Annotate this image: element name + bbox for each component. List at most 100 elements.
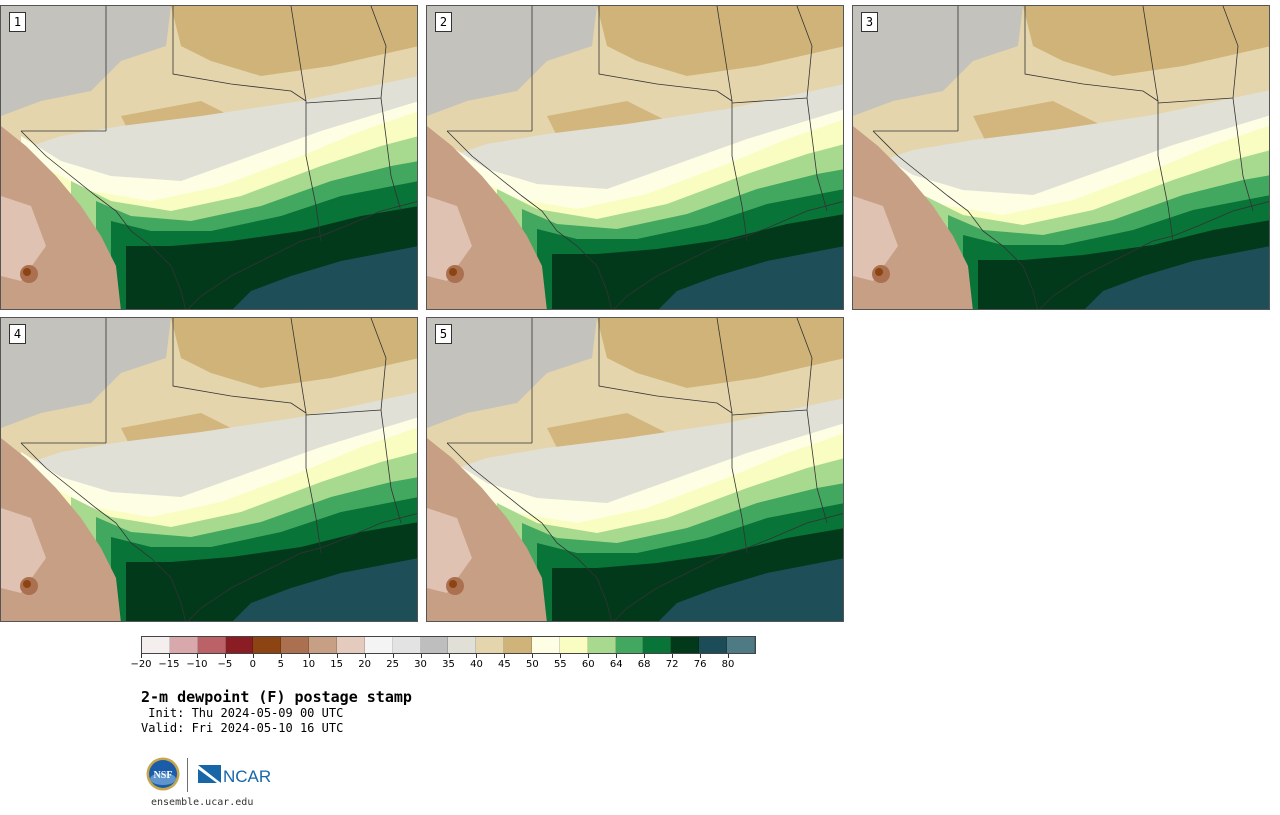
colorbar-segment	[392, 637, 421, 653]
dewpoint-map-2	[427, 6, 843, 309]
colorbar-segment	[364, 637, 393, 653]
dewpoint-map-3	[853, 6, 1269, 309]
colorbar-tick-mark	[364, 654, 366, 658]
mexico-highland-zone	[1, 196, 46, 281]
valid-time: Valid: Fri 2024-05-10 16 UTC	[141, 721, 344, 735]
state-border	[806, 97, 828, 212]
state-border	[1142, 6, 1174, 242]
state-border	[731, 6, 813, 104]
state-border	[598, 318, 733, 414]
panel-number-badge: 3	[861, 12, 878, 32]
colorbar-tick-mark	[672, 654, 674, 658]
map-panel-1: 1	[0, 5, 418, 310]
colorbar-tick-mark	[448, 654, 450, 658]
colorbar-tick-mark	[560, 654, 562, 658]
plot-title: 2-m dewpoint (F) postage stamp	[141, 688, 412, 706]
dry-northern-zone	[171, 6, 417, 76]
colorbar-segment	[559, 637, 588, 653]
high-terrain-zone	[427, 318, 597, 428]
gulf-coastline	[187, 513, 417, 621]
high-terrain-zone	[427, 6, 597, 116]
gulf-of-mexico	[659, 558, 843, 621]
colorbar-tick-label: 72	[665, 659, 679, 670]
colorbar-tick-mark	[728, 654, 730, 658]
map-panel-4: 4	[0, 317, 418, 622]
nsf-logo-text: NSF	[154, 770, 173, 781]
colorbar-tick-mark	[252, 654, 254, 658]
colorbar-tick-label: 10	[302, 659, 316, 670]
panel-number-badge: 2	[435, 12, 452, 32]
state-border	[806, 409, 828, 524]
colorbar-tick-mark	[336, 654, 338, 658]
colorbar-tick-label: 40	[470, 659, 483, 670]
colorbar-tick-mark	[644, 654, 646, 658]
colorbar-tick-mark	[168, 654, 170, 658]
colorbar-segment	[337, 637, 365, 653]
colorbar-tick-mark	[588, 654, 590, 658]
colorbar	[141, 636, 756, 654]
colorbar-tick-label: 30	[414, 659, 427, 670]
colorbar-segment	[309, 637, 338, 653]
ncar-logo-text: NCAR	[223, 767, 271, 786]
colorbar-tick-label: 0	[249, 659, 256, 670]
gulf-of-mexico	[659, 246, 843, 309]
colorbar-segment	[225, 637, 254, 653]
panel-number-badge: 5	[435, 324, 452, 344]
panel-number-badge: 1	[9, 12, 26, 32]
colorbar-tick-mark	[392, 654, 394, 658]
mexico-highland-zone	[427, 508, 472, 593]
colorbar-tick-label: 20	[358, 659, 371, 670]
colorbar-segment	[197, 637, 226, 653]
rio-grande-border	[872, 130, 1038, 309]
colorbar-tick-mark	[504, 654, 506, 658]
colorbar-tick-label: 60	[581, 659, 595, 670]
colorbar-tick-label: −10	[186, 659, 208, 670]
colorbar-tick-label: −5	[217, 659, 233, 670]
colorbar-segment	[281, 637, 310, 653]
state-border	[172, 6, 307, 102]
rio-grande-border	[446, 130, 612, 309]
dry-northern-zone	[171, 318, 417, 388]
rio-grande-border	[446, 442, 612, 621]
colorbar-tick-mark	[532, 654, 534, 658]
colorbar-tick-mark	[280, 654, 282, 658]
map-panel-3: 3	[852, 5, 1270, 310]
colorbar-segment	[253, 637, 282, 653]
state-border	[380, 409, 402, 524]
colorbar-tick-mark	[476, 654, 478, 658]
colorbar-tick-label: 76	[693, 659, 707, 670]
dry-northern-zone	[1023, 6, 1269, 76]
dry-northern-zone	[597, 6, 843, 76]
dewpoint-map-1	[1, 6, 417, 309]
gulf-coastline	[1039, 201, 1269, 309]
site-url: ensemble.ucar.edu	[151, 797, 254, 808]
ncar-logo-icon: NCAR	[198, 765, 271, 786]
mexico-highland-zone	[1, 508, 46, 593]
state-border	[305, 6, 387, 104]
colorbar-tick-label: 55	[553, 659, 567, 670]
mexico-highland-zone	[427, 196, 472, 281]
state-border	[731, 318, 813, 416]
colorbar-tick-label: −20	[130, 659, 152, 670]
colorbar-tick-label: 35	[442, 659, 455, 670]
state-border	[172, 318, 307, 414]
colorbar-segment	[169, 637, 198, 653]
gulf-of-mexico	[1085, 246, 1269, 309]
colorbar-segment	[727, 637, 755, 653]
colorbar-tick-label: 15	[330, 659, 344, 670]
colorbar-tick-mark	[308, 654, 310, 658]
colorbar-segment	[671, 637, 700, 653]
colorbar-segment	[420, 637, 449, 653]
state-border	[598, 6, 733, 102]
state-border	[716, 6, 748, 242]
state-border	[305, 318, 387, 416]
colorbar-tick-label: 25	[386, 659, 399, 670]
colorbar-segment	[532, 637, 560, 653]
dry-northern-zone	[597, 318, 843, 388]
dewpoint-map-4	[1, 318, 417, 621]
state-border	[290, 6, 322, 242]
colorbar-tick-mark	[420, 654, 422, 658]
dewpoint-map-5	[427, 318, 843, 621]
colorbar-tick-mark	[616, 654, 618, 658]
colorbar-segment	[699, 637, 728, 653]
